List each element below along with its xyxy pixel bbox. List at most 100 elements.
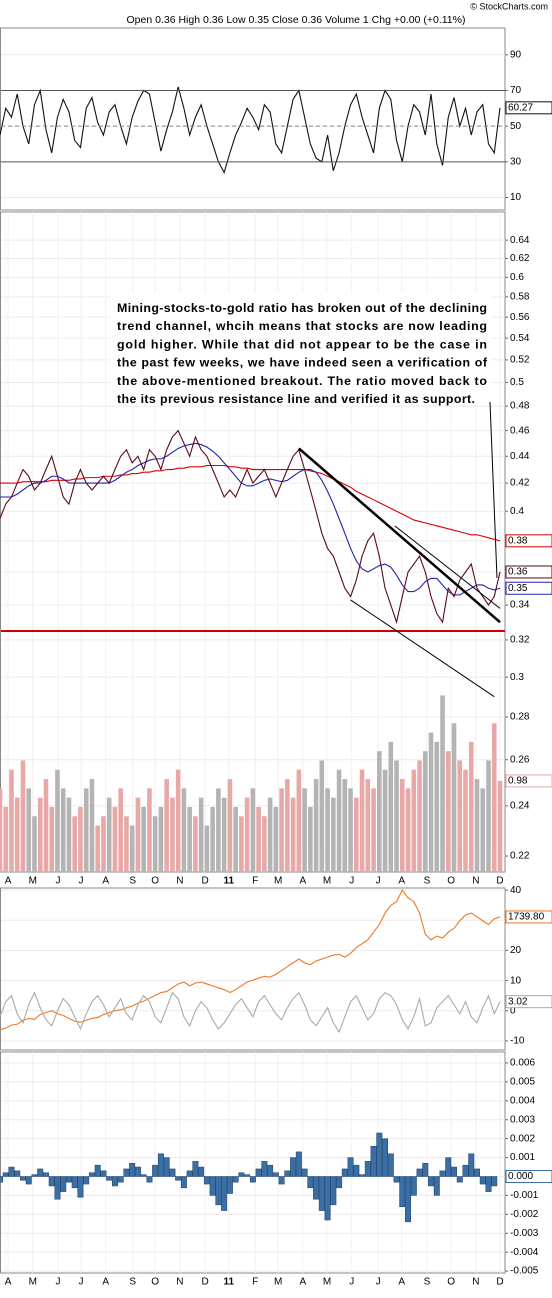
histogram-bar [60,1176,67,1192]
volume-bar [319,760,325,872]
series-line [0,442,501,596]
volume-bar [279,788,284,872]
histogram-bar [123,1168,130,1177]
histogram-bar [163,1157,170,1177]
y-tick-label: 0.58 [510,292,530,303]
x-tick-label: D [496,1277,503,1288]
x-tick-label: D [202,876,209,887]
volume-bar [359,769,365,872]
y-tick-label: -0.005 [510,1266,539,1277]
volume-bar [336,769,342,872]
last-value-label: 60.27 [508,102,533,113]
histogram-bar [54,1176,61,1200]
volume-bar [377,751,382,872]
histogram-bar [8,1166,15,1177]
y-tick-label: 0.005 [510,1077,535,1088]
volume-bar [486,760,491,872]
histogram-bar [71,1176,78,1189]
last-value-box [505,995,552,1009]
volume-bar [497,780,503,872]
y-tick-label: 0.002 [510,1133,535,1144]
y-tick-label: 30 [510,156,522,167]
histogram-bar [387,1153,394,1177]
y-tick-label: 0.52 [510,355,530,366]
histogram-bar [20,1176,26,1181]
volume-bar [411,769,417,872]
volume-bar [198,797,204,872]
x-tick-label: S [424,1277,431,1288]
histogram-bar [445,1157,452,1177]
last-value-label: 0.38 [508,535,528,546]
last-value-label: 3.02 [508,996,528,1007]
y-tick-label: 0.26 [510,754,530,765]
volume-bar [60,788,66,872]
volume-bar [147,788,152,872]
y-tick-label: -0.003 [510,1228,539,1239]
quote-header: Open 0.36 High 0.36 Low 0.35 Close 0.36 … [127,14,466,26]
x-tick-label: J [56,1277,61,1288]
y-tick-label: 0.3 [510,672,524,683]
histogram-bar [318,1176,325,1211]
volume-bar [308,806,313,872]
x-tick-label: A [5,1277,12,1288]
histogram-bar [175,1176,182,1181]
volume-bar [417,760,422,872]
last-value-box [505,581,552,595]
histogram-bar [106,1176,113,1181]
x-tick-label: S [129,876,136,887]
volume-bar [20,760,26,872]
histogram-bar [77,1176,84,1198]
y-tick-label: 0.54 [510,333,530,344]
histogram-bar [83,1176,90,1185]
y-tick-label: 0.48 [510,401,530,412]
histogram-bar [180,1176,187,1189]
y-tick-label: 0.003 [510,1114,535,1125]
histogram-bar [226,1176,233,1194]
histogram-bar [261,1161,268,1177]
x-tick-label: D [496,876,503,887]
volume-bar [158,806,164,872]
histogram-bar [416,1168,423,1177]
x-tick-label: M [274,876,282,887]
volume-bar [250,788,256,872]
histogram-bar [451,1166,458,1177]
volume-bar [256,806,261,872]
y-tick-label: -10 [510,1036,525,1047]
histogram-bar [382,1138,389,1177]
volume-bar [112,806,118,872]
y-tick-label: 0.46 [510,425,530,436]
volume-bar [445,751,451,872]
y-tick-label: 0.28 [510,712,530,723]
volume-bar [164,779,169,872]
volume-bar [49,806,55,872]
trend-line [298,447,501,624]
y-tick-label: 0.62 [510,253,530,264]
panel-frame [0,27,506,211]
volume-bar [95,825,100,872]
y-tick-label: 0.64 [510,235,530,246]
volume-bar [480,788,486,872]
annotation-line: the its previous resistance line and ver… [117,392,475,406]
volume-bar [440,695,445,872]
x-tick-label: A [300,1277,307,1288]
volume-bar [89,779,95,872]
y-tick-label: 0 [510,1005,516,1016]
volume-bar [463,769,468,872]
histogram-bar [278,1176,285,1185]
histogram-bar [42,1172,49,1177]
volume-bar [129,825,135,872]
y-tick-label: 0.32 [510,635,530,646]
y-tick-label: 0.6 [510,272,524,283]
histogram-bar [146,1176,153,1183]
volume-bar [55,769,60,872]
y-tick-label: -0.001 [510,1190,539,1201]
x-tick-label: O [151,1277,159,1288]
volume-bar [325,788,330,872]
histogram-bar [129,1163,136,1177]
histogram-bar [336,1176,343,1189]
trend-line [350,599,495,698]
histogram-bar [157,1153,164,1177]
y-tick-label: 50 [510,121,522,132]
histogram-bar [48,1176,55,1187]
